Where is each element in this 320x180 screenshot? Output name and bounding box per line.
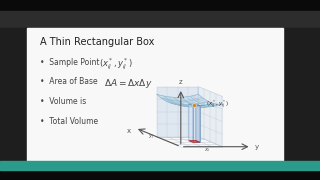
Polygon shape xyxy=(177,104,187,106)
Bar xyxy=(0,28,320,40)
Polygon shape xyxy=(172,100,181,103)
Text: •  Total Volume: • Total Volume xyxy=(40,117,98,126)
Polygon shape xyxy=(173,103,182,105)
Bar xyxy=(0,11,320,28)
Polygon shape xyxy=(190,99,199,102)
Text: $(x_{ij}^*, y_{ij}^*)$: $(x_{ij}^*, y_{ij}^*)$ xyxy=(205,99,228,111)
Text: x: x xyxy=(127,128,131,134)
Polygon shape xyxy=(189,104,200,106)
Polygon shape xyxy=(189,104,193,142)
Bar xyxy=(283,28,320,162)
Polygon shape xyxy=(193,101,203,104)
Polygon shape xyxy=(198,106,207,107)
Polygon shape xyxy=(203,102,212,105)
Polygon shape xyxy=(199,100,209,103)
Polygon shape xyxy=(174,104,183,106)
Bar xyxy=(0,28,320,40)
Polygon shape xyxy=(198,87,222,147)
Polygon shape xyxy=(180,105,189,107)
Polygon shape xyxy=(166,99,176,102)
Polygon shape xyxy=(163,96,172,100)
Polygon shape xyxy=(206,103,216,105)
Text: $(x_{ij}^*, y_{ij}^*)$: $(x_{ij}^*, y_{ij}^*)$ xyxy=(99,57,133,72)
Polygon shape xyxy=(210,104,219,106)
Polygon shape xyxy=(176,102,185,105)
Polygon shape xyxy=(157,87,198,137)
Polygon shape xyxy=(188,102,197,105)
Text: A Thin Rectangular Box: A Thin Rectangular Box xyxy=(40,37,154,47)
Polygon shape xyxy=(175,97,184,100)
Text: •  Area of Base: • Area of Base xyxy=(40,77,98,86)
Polygon shape xyxy=(176,105,186,106)
Polygon shape xyxy=(185,105,194,106)
Polygon shape xyxy=(193,106,200,142)
Polygon shape xyxy=(160,97,170,101)
Text: $x_i$: $x_i$ xyxy=(204,146,210,154)
Text: z: z xyxy=(179,79,183,85)
Polygon shape xyxy=(169,97,178,100)
Text: $y_j$: $y_j$ xyxy=(148,133,154,142)
Polygon shape xyxy=(189,141,200,142)
Polygon shape xyxy=(197,103,206,105)
Polygon shape xyxy=(186,106,195,107)
Text: y: y xyxy=(255,144,259,150)
Bar xyxy=(0,0,320,11)
Polygon shape xyxy=(196,104,200,142)
Polygon shape xyxy=(183,106,193,107)
Bar xyxy=(0,28,27,162)
Text: $\Delta A = \Delta x \Delta y$: $\Delta A = \Delta x \Delta y$ xyxy=(104,76,152,89)
Text: •  Sample Point: • Sample Point xyxy=(40,58,100,67)
Polygon shape xyxy=(170,101,179,104)
Bar xyxy=(27,28,283,162)
Polygon shape xyxy=(182,105,192,107)
Bar xyxy=(0,170,320,180)
Bar xyxy=(0,161,320,170)
Polygon shape xyxy=(196,97,205,101)
Text: •  Volume is: • Volume is xyxy=(40,97,86,106)
Polygon shape xyxy=(167,102,176,105)
Polygon shape xyxy=(194,105,204,107)
Polygon shape xyxy=(207,106,216,107)
Polygon shape xyxy=(213,104,222,106)
Polygon shape xyxy=(157,94,166,99)
Polygon shape xyxy=(181,103,191,105)
Polygon shape xyxy=(184,100,193,103)
Polygon shape xyxy=(171,103,180,105)
Polygon shape xyxy=(164,100,173,103)
Polygon shape xyxy=(179,104,188,106)
Polygon shape xyxy=(180,97,190,100)
Polygon shape xyxy=(192,94,202,99)
Polygon shape xyxy=(204,105,213,107)
Polygon shape xyxy=(188,106,198,107)
Polygon shape xyxy=(187,96,196,100)
Polygon shape xyxy=(178,100,188,103)
Polygon shape xyxy=(191,104,200,106)
Polygon shape xyxy=(200,105,210,106)
